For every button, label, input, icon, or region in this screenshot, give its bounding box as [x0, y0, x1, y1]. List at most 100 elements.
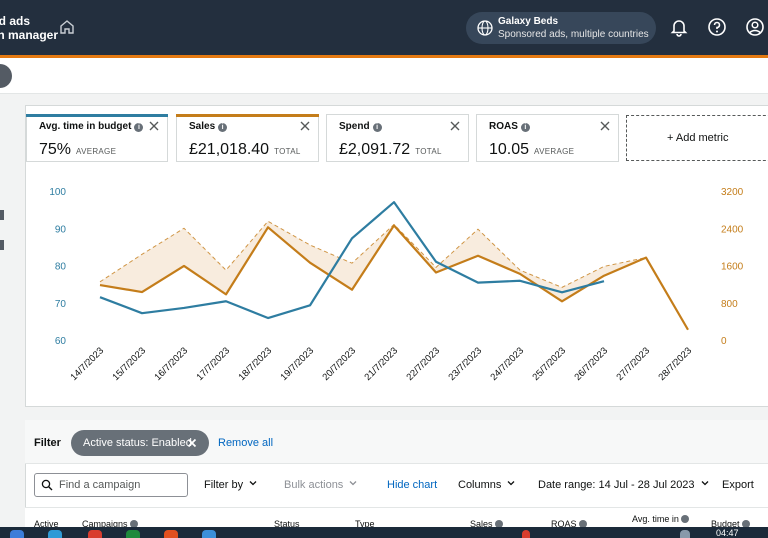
taskbar-clock: 04:47 [716, 528, 739, 538]
taskbar-app-icon[interactable] [202, 530, 216, 538]
metric-color-bar [176, 114, 319, 117]
taskbar-app-icon[interactable] [10, 530, 24, 538]
close-icon[interactable] [300, 121, 310, 131]
x-tick-label: 20/7/2023 [320, 345, 358, 383]
home-icon[interactable] [58, 18, 76, 36]
info-icon [494, 520, 503, 528]
y-left-tick-label: 90 [55, 224, 67, 235]
column-header-campaigns[interactable]: Campaigns [82, 519, 138, 529]
export-button[interactable]: Export [722, 479, 754, 491]
x-tick-label: 18/7/2023 [236, 345, 274, 383]
column-header-roas[interactable]: ROAS [551, 519, 587, 529]
date-range-dropdown[interactable]: Date range: 14 Jul - 28 Jul 2023 [538, 479, 709, 491]
info-icon [578, 520, 587, 528]
x-tick-label: 26/7/2023 [572, 345, 610, 383]
add-metric-button[interactable]: + Add metric [626, 115, 768, 161]
x-tick-label: 17/7/2023 [194, 345, 232, 383]
column-header-type[interactable]: Type [355, 519, 375, 529]
brand-line-2: gn manager [0, 28, 59, 42]
series-line-blue [99, 201, 605, 320]
side-tool-handle[interactable] [0, 240, 4, 250]
metric-card-spend[interactable]: Spend i £2,091.72 TOTAL [326, 114, 469, 162]
close-icon[interactable] [149, 121, 159, 131]
bell-icon[interactable] [669, 17, 689, 37]
series-line-dashed [99, 220, 647, 288]
line-chart: 100 90 80 70 60 3200 2400 1600 800 0 14/7/2023 15/7… [49, 187, 744, 383]
account-name: Galaxy Beds [498, 16, 559, 27]
app-brand[interactable]: ed ads gn manager [0, 14, 58, 42]
metric-color-bar [26, 114, 168, 117]
user-profile-icon[interactable] [745, 17, 765, 37]
column-header-active[interactable]: Active [34, 519, 59, 529]
add-metric-label: + Add metric [667, 132, 729, 144]
metric-card-sales[interactable]: Sales i £21,018.40 TOTAL [176, 114, 319, 162]
taskbar-app-icon[interactable] [48, 530, 62, 538]
brand-line-1: ed ads [0, 14, 31, 28]
y-left-tick-label: 60 [55, 336, 67, 347]
filter-bar [25, 420, 768, 464]
info-icon[interactable]: i [218, 123, 228, 132]
info-icon[interactable]: i [372, 123, 382, 132]
search-placeholder: Find a campaign [59, 479, 141, 491]
column-header-status[interactable]: Status [274, 519, 300, 529]
info-icon [129, 520, 138, 528]
filter-by-dropdown[interactable]: Filter by [204, 479, 257, 491]
info-icon[interactable]: i [134, 123, 144, 132]
metric-card-roas[interactable]: ROAS i 10.05 AVERAGE [476, 114, 619, 162]
x-tick-label: 21/7/2023 [362, 345, 400, 383]
y-right-tick-label: 3200 [721, 187, 744, 198]
metric-label: Sales i [189, 121, 228, 132]
x-tick-label: 27/7/2023 [614, 345, 652, 383]
info-icon [680, 515, 689, 523]
secondary-bar [0, 58, 768, 94]
columns-dropdown[interactable]: Columns [458, 479, 515, 491]
sidebar-toggle-button[interactable] [0, 64, 12, 88]
search-input[interactable]: Find a campaign [34, 473, 188, 497]
info-icon[interactable]: i [520, 123, 530, 132]
column-header-avg-time-in-budget[interactable]: Avg. time in [632, 514, 689, 524]
y-right-tick-label: 800 [721, 299, 738, 310]
metric-value: £2,091.72 TOTAL [339, 141, 442, 158]
chevron-down-icon [249, 481, 257, 486]
x-tick-label: 14/7/2023 [68, 345, 106, 383]
y-left-tick-label: 70 [55, 299, 67, 310]
series-area-fill [100, 221, 646, 302]
close-icon[interactable] [450, 121, 460, 131]
globe-icon [477, 20, 493, 36]
columns-label: Columns [458, 479, 502, 491]
filter-chip-active-status[interactable]: Active status: Enabled [71, 430, 209, 456]
chevron-down-icon [349, 481, 357, 486]
chevron-down-icon [507, 481, 515, 486]
taskbar-app-icon[interactable] [164, 530, 178, 538]
x-tick-label: 19/7/2023 [278, 345, 316, 383]
side-tool-handle[interactable] [0, 210, 4, 220]
hide-chart-link[interactable]: Hide chart [387, 479, 438, 491]
bulk-actions-dropdown[interactable]: Bulk actions [284, 479, 357, 491]
column-header-sales[interactable]: Sales [470, 519, 503, 529]
x-tick-label: 28/7/2023 [656, 345, 694, 383]
taskbar-app-icon[interactable] [88, 530, 102, 538]
x-tick-label: 22/7/2023 [404, 345, 442, 383]
taskbar-app-icon[interactable] [126, 530, 140, 538]
date-range-label: Date range: 14 Jul - 28 Jul 2023 [538, 479, 695, 491]
metric-label: Avg. time in budget i [39, 121, 144, 132]
os-taskbar [0, 527, 768, 538]
metric-card-time-in-budget[interactable]: Avg. time in budget i 75% AVERAGE [26, 114, 168, 162]
close-icon[interactable] [600, 121, 610, 131]
metric-value: £21,018.40 TOTAL [189, 141, 301, 158]
help-icon[interactable] [707, 17, 727, 37]
bulk-actions-label: Bulk actions [284, 479, 344, 491]
remove-all-link[interactable]: Remove all [218, 437, 274, 449]
metric-value: 10.05 AVERAGE [489, 141, 575, 158]
close-icon[interactable] [187, 438, 197, 448]
taskbar-tray-icon[interactable] [522, 530, 530, 538]
account-switcher[interactable]: Galaxy Beds Sponsored ads, multiple coun… [466, 12, 656, 44]
taskbar-tray-icon[interactable] [680, 530, 690, 538]
column-header-budget[interactable]: Budget [711, 519, 750, 529]
filter-label: Filter [34, 437, 61, 449]
x-tick-label: 23/7/2023 [446, 345, 484, 383]
info-icon [741, 520, 750, 528]
x-tick-label: 16/7/2023 [152, 345, 190, 383]
y-right-tick-label: 1600 [721, 262, 744, 273]
metric-value: 75% AVERAGE [39, 141, 117, 158]
